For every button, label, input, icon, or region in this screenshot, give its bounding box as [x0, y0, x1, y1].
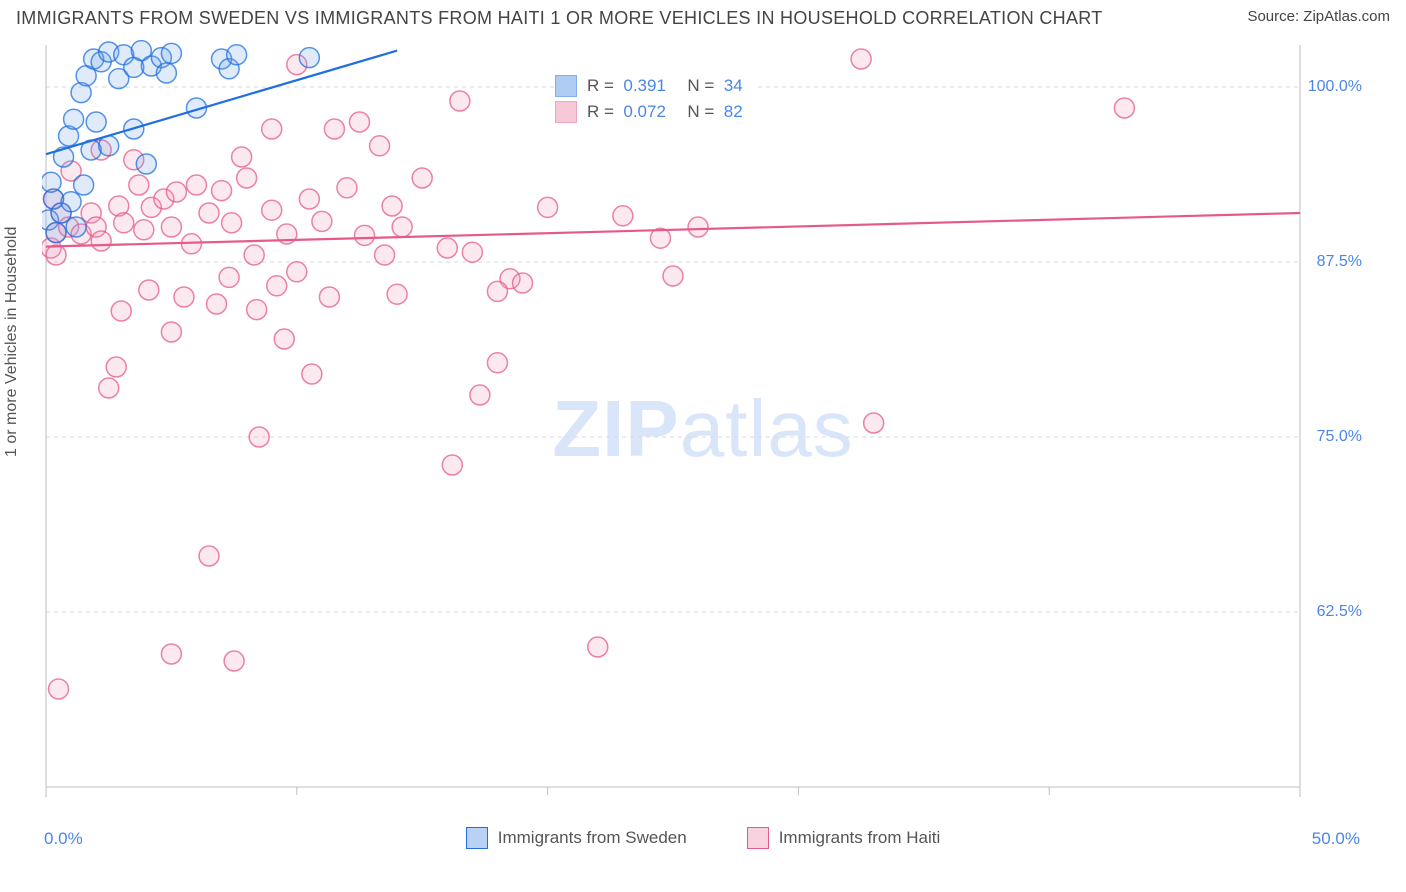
y-axis-label: 1 or more Vehicles in Household	[3, 433, 21, 457]
legend-label: Immigrants from Haiti	[779, 828, 941, 848]
legend-item: Immigrants from Sweden	[466, 827, 687, 849]
corr-row: R = 0.391 N = 34	[555, 73, 755, 99]
y-tick-label: 87.5%	[1317, 253, 1362, 271]
series-legend: Immigrants from Sweden Immigrants from Ha…	[0, 827, 1406, 849]
y-tick-label: 100.0%	[1308, 78, 1362, 96]
corr-row: R = 0.072 N = 82	[555, 99, 755, 125]
legend-swatch	[555, 75, 577, 97]
scatter-plot	[42, 35, 1362, 825]
chart-title: IMMIGRANTS FROM SWEDEN VS IMMIGRANTS FRO…	[16, 8, 1103, 29]
legend-swatch	[555, 101, 577, 123]
legend-swatch	[466, 827, 488, 849]
legend-label: Immigrants from Sweden	[498, 828, 687, 848]
y-tick-label: 62.5%	[1317, 603, 1362, 621]
legend-item: Immigrants from Haiti	[747, 827, 941, 849]
chart-area: 1 or more Vehicles in Household ZIPatlas…	[0, 35, 1406, 855]
legend-swatch	[747, 827, 769, 849]
correlation-legend: R = 0.391 N = 34R = 0.072 N = 82	[555, 73, 755, 125]
y-tick-label: 75.0%	[1317, 428, 1362, 446]
source-text: Source: ZipAtlas.com	[1247, 8, 1390, 25]
